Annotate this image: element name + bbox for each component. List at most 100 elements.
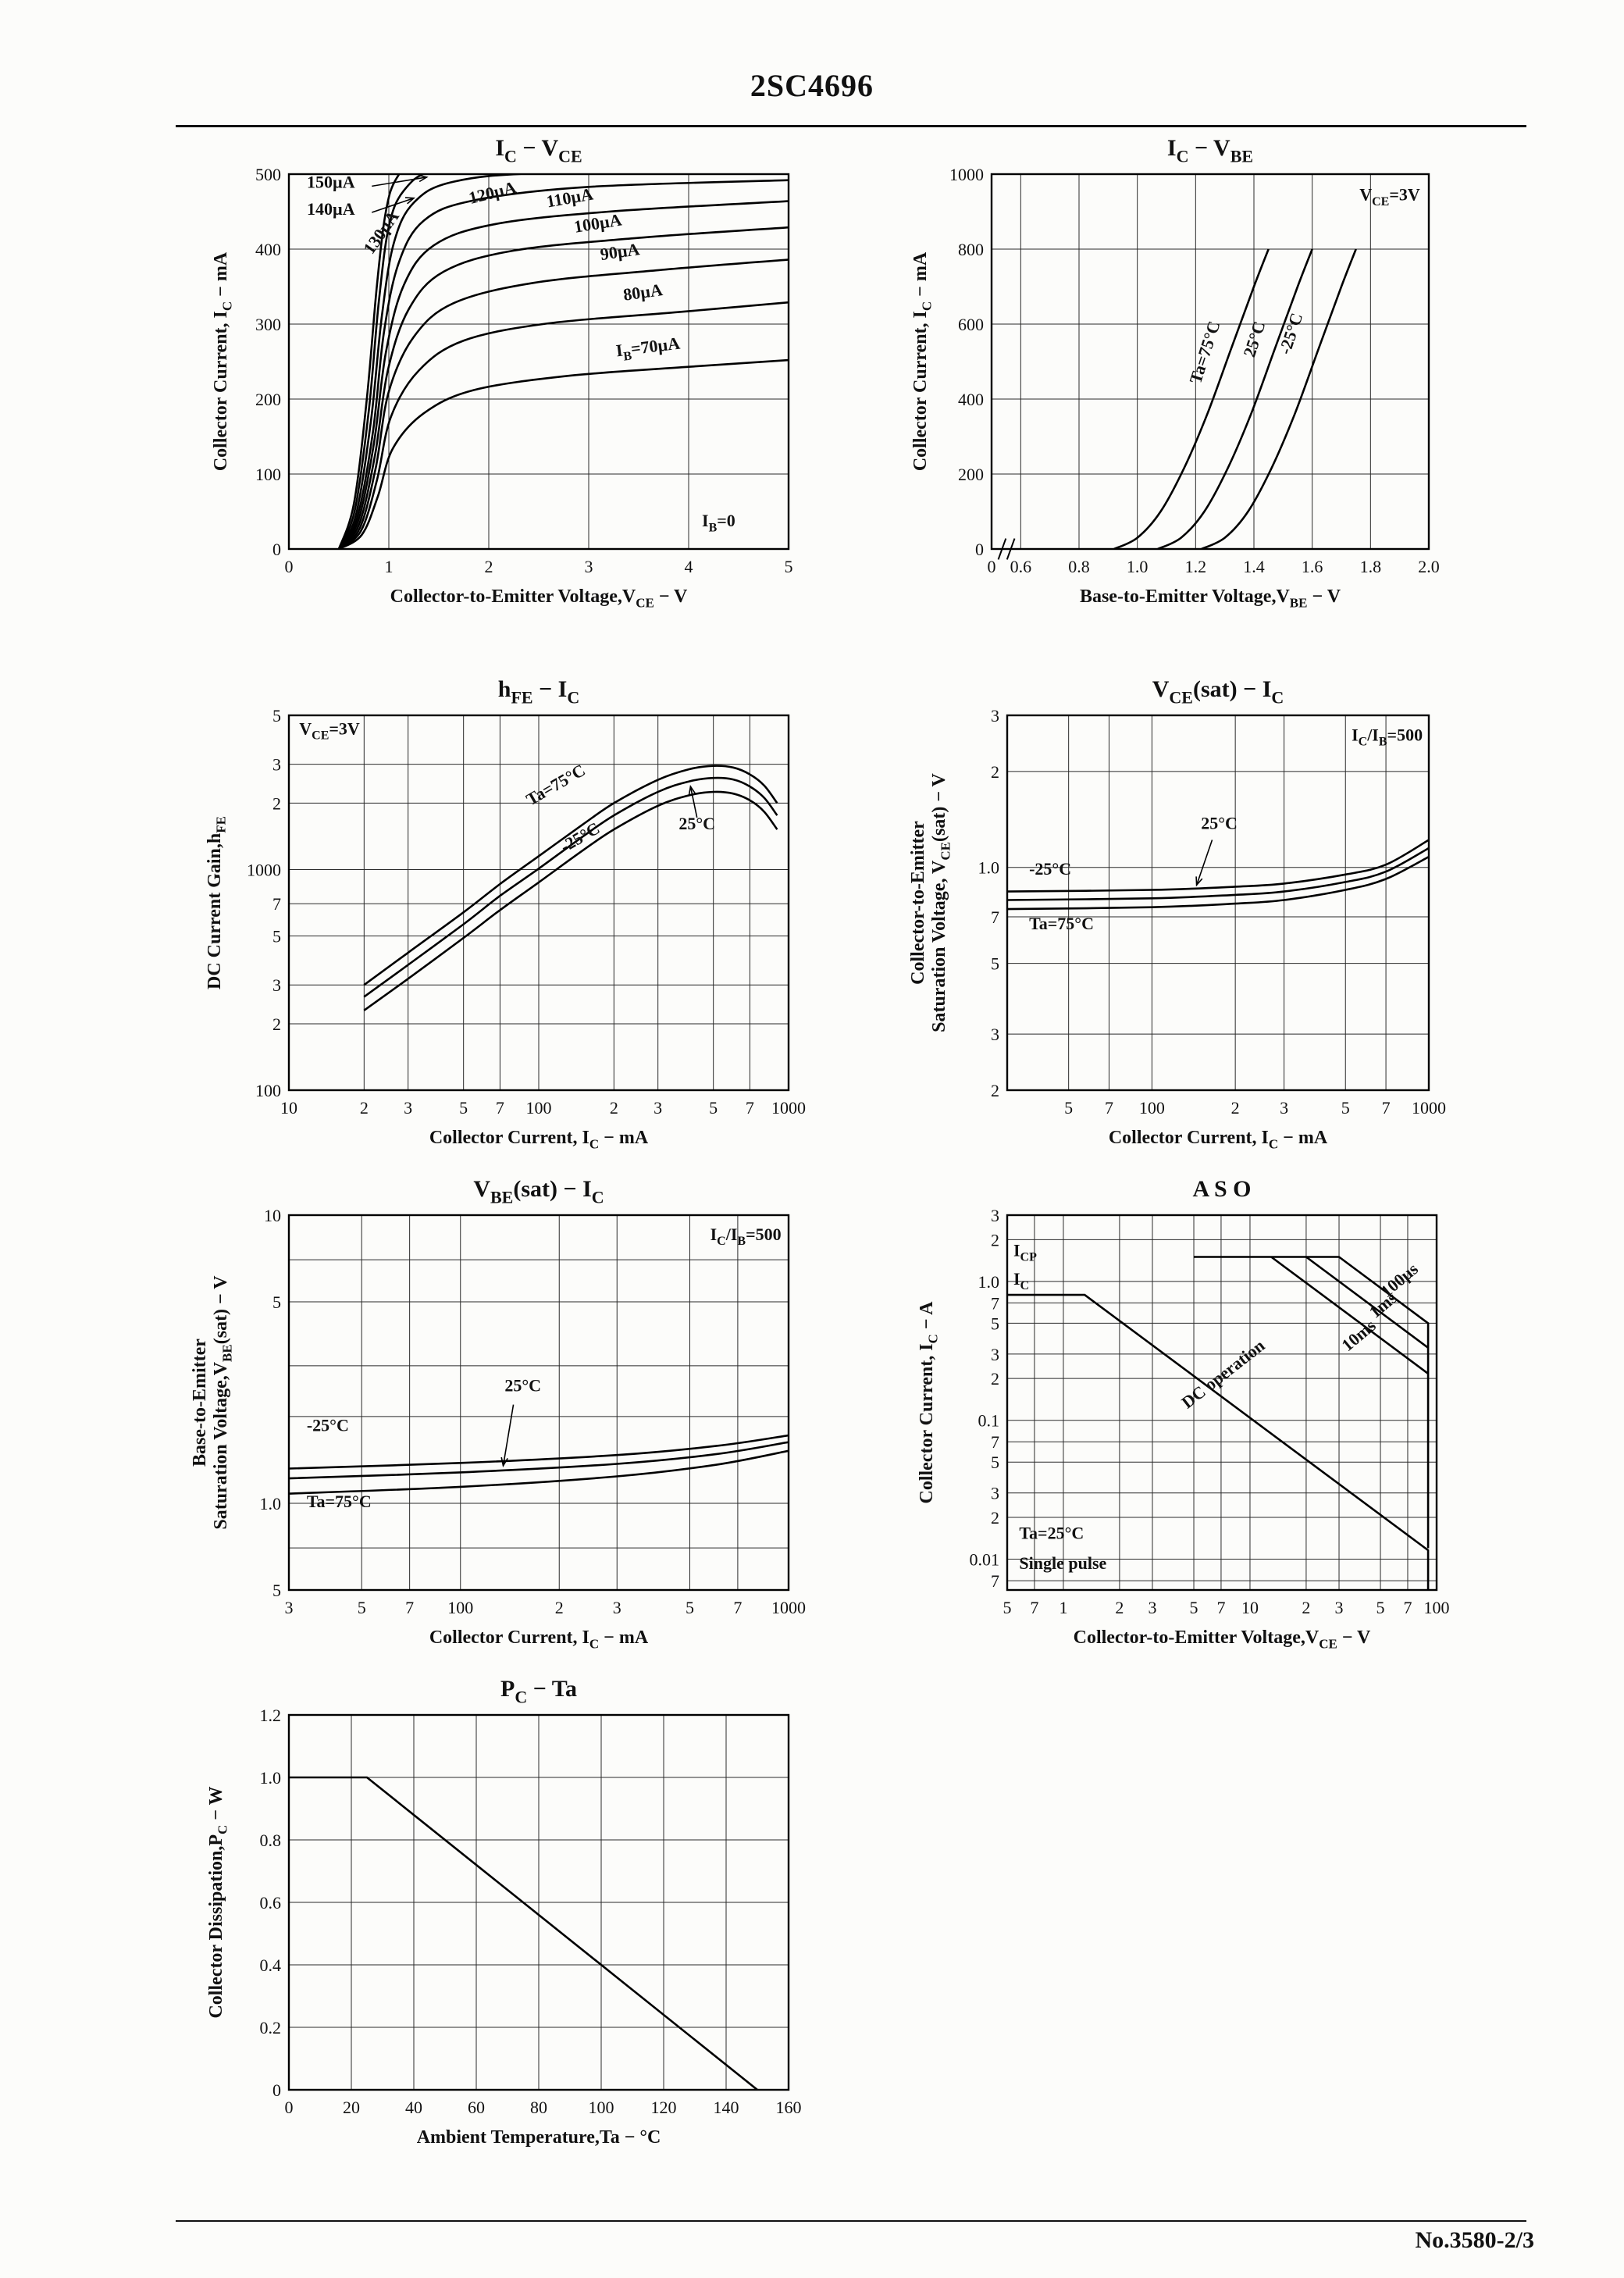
y-tick-label: 5 <box>991 1314 999 1333</box>
y-tick-label: 300 <box>255 315 281 334</box>
y-tick-label: 800 <box>958 240 984 259</box>
series-ib-90uA <box>338 258 789 549</box>
curve-annotation: 140µA <box>307 199 355 219</box>
series-ta-75c <box>1113 248 1270 549</box>
x-tick-label: 3 <box>404 1098 412 1118</box>
y-axis-label: Collector Dissipation,PC − W <box>206 1786 230 2018</box>
y-tick-label: 200 <box>958 465 984 484</box>
x-axis-label: Ambient Temperature,Ta − °C <box>417 2127 661 2148</box>
x-tick-label: 5 <box>709 1098 718 1118</box>
x-tick-label: 10 <box>1241 1598 1259 1617</box>
part-number: 2SC4696 <box>750 68 874 103</box>
curve-annotation: 90µA <box>599 239 641 264</box>
x-tick-label: 7 <box>746 1098 754 1118</box>
y-tick-label: 3 <box>272 755 281 775</box>
y-tick-label: 2 <box>991 1230 999 1250</box>
series-ta-m25c <box>363 790 778 1011</box>
pc-ta-curves <box>289 1776 758 2090</box>
leader-line <box>372 176 427 187</box>
curve-annotation: IC <box>1013 1269 1029 1292</box>
x-tick-label: 1000 <box>771 1598 806 1617</box>
x-tick-label: 5 <box>459 1098 468 1118</box>
x-tick-label: 40 <box>405 2098 422 2117</box>
x-tick-label: 1000 <box>1412 1098 1446 1118</box>
y-tick-label: 0.6 <box>260 1893 282 1913</box>
vbe-sat-ic-grid <box>289 1215 789 1590</box>
x-tick-label: 100 <box>447 1598 473 1617</box>
ic-vbe-plot: 0 0.6 0.8 1.0 1.2 1.4 1.6 1.8 2.0 0 200 400 600 800 10… <box>910 135 1440 611</box>
x-tick-label: 3 <box>1148 1598 1156 1617</box>
curve-annotation: 110µA <box>545 184 595 211</box>
x-tick-label: 3 <box>1280 1098 1288 1118</box>
y-axis-label: Collector Current, IC − A <box>917 1301 941 1504</box>
chart-title: IC − VBE <box>1167 135 1253 166</box>
leader-arrowhead <box>418 174 429 183</box>
curve-annotation: 25°C <box>1239 319 1269 359</box>
series-ib-110uA <box>337 200 789 549</box>
pc-ta-plot: 0 20 40 60 80 100 120 140 160 0 0.2 0.4 0.6 0.8 1.0 1.2… <box>206 1676 802 2148</box>
curve-annotation: IB=70µA <box>614 333 682 365</box>
x-tick-label: 3 <box>654 1098 662 1118</box>
y-tick-label: 3 <box>991 706 999 725</box>
footer-note: No.3580-2/3 <box>1415 2227 1535 2253</box>
x-tick-label: 1.8 <box>1360 557 1382 576</box>
ic-vbe-grid <box>992 174 1429 549</box>
y-tick-label: 1000 <box>949 165 984 184</box>
chart-title: VCE(sat) − IC <box>1152 676 1284 707</box>
x-tick-label: 2.0 <box>1418 557 1440 576</box>
series-ib-80uA <box>338 301 789 549</box>
y-tick-label: 500 <box>255 165 281 184</box>
x-tick-label: 3 <box>613 1598 621 1617</box>
x-tick-label: 100 <box>526 1098 552 1118</box>
leader-arrowhead <box>404 197 416 205</box>
y-axis-label: Collector Current, IC − mA <box>211 251 235 471</box>
chart-vbe-sat-ic: 3 5 7 100 2 3 5 7 1000 5 1.0 5 10 VBE(sat) − IC Collec… <box>109 1170 828 1677</box>
vce-sat-ic-plot: 5 7 100 2 3 5 7 1000 2 3 5 7 1.0 2 3 VCE(sat) − IC Colle… <box>908 676 1446 1152</box>
y-tick-label: 7 <box>991 1293 999 1313</box>
x-tick-label: 100 <box>1424 1598 1450 1617</box>
aso-curves <box>1007 1256 1430 1590</box>
x-tick-label: 0.6 <box>1010 557 1032 576</box>
axis-break-mark <box>997 538 1007 560</box>
x-tick-label: 60 <box>468 2098 485 2117</box>
y-tick-label: 1.0 <box>260 1494 282 1513</box>
series-ta-25c <box>289 1441 789 1480</box>
chart-title: IC − VCE <box>495 135 582 166</box>
y-axis-label: Saturation Voltage, VCE(sat) − V <box>929 772 953 1032</box>
y-tick-label: 0 <box>975 540 984 559</box>
series-ib-140uA <box>337 174 426 549</box>
series-pulse-10ms <box>1270 1256 1429 1374</box>
y-tick-label: 5 <box>272 927 281 946</box>
ic-vce-curves <box>337 174 789 549</box>
x-tick-label: 5 <box>686 1598 694 1617</box>
curve-annotation: 25°C <box>504 1375 541 1395</box>
y-tick-label: 0.8 <box>260 1831 282 1850</box>
x-tick-label: 7 <box>1403 1598 1412 1617</box>
y-tick-label: 5 <box>272 706 281 725</box>
y-tick-label: 5 <box>991 954 999 974</box>
x-tick-label: 2 <box>360 1098 369 1118</box>
x-tick-label: 5 <box>1190 1598 1198 1617</box>
y-tick-label: 2 <box>991 1508 999 1528</box>
curve-annotation: Single pulse <box>1019 1553 1106 1573</box>
x-tick-label: 7 <box>1216 1598 1225 1617</box>
y-tick-label: 3 <box>991 1484 999 1503</box>
y-tick-label: 1.0 <box>260 1768 282 1788</box>
x-tick-label: 0.8 <box>1068 557 1090 576</box>
leader-line <box>689 786 698 818</box>
y-tick-label: 2 <box>991 1369 999 1389</box>
vce-sat-ic-grid <box>1007 715 1429 1090</box>
curve-annotation: -25°C <box>1275 311 1306 357</box>
series-ta-25c <box>363 776 778 998</box>
series-ta-m25c <box>1201 248 1357 549</box>
x-tick-label: 3 <box>585 557 593 576</box>
x-tick-label: 5 <box>785 557 793 576</box>
hfe-ic-plot: 10 2 3 5 7 100 2 3 5 7 1000 100 2 3 5 7 1000 2 3 5 hFE − IC C… <box>205 676 806 1152</box>
pc-ta-grid <box>289 1715 789 2090</box>
vce-sat-ic-curves <box>1007 839 1429 911</box>
chart-ic-vbe: 0 0.6 0.8 1.0 1.2 1.4 1.6 1.8 2.0 0 200 400 600 800 10… <box>859 129 1483 636</box>
chart-hfe-ic: 10 2 3 5 7 100 2 3 5 7 1000 100 2 3 5 7 1000 2 3 5 hFE − IC C… <box>109 670 828 1178</box>
series-ta-m25c <box>289 1434 789 1470</box>
curve-annotation: Ta=75°C <box>1029 914 1094 933</box>
